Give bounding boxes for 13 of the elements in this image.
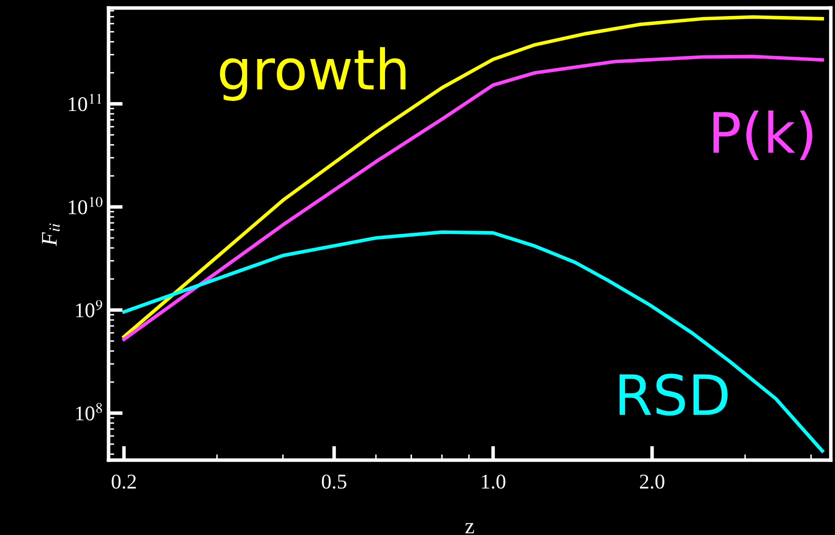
x-axis-title: z [465, 523, 474, 534]
x-tick-label: 0.5 [322, 474, 346, 489]
y-tick-label: 10$^{11}$ [68, 94, 102, 112]
x-tick-label: 1.0 [482, 474, 506, 489]
y-tick-label: 10$^{10}$ [68, 196, 102, 214]
x-tick-label: 0.2 [112, 474, 136, 489]
y-tick-label: 10$^{8}$ [76, 403, 102, 420]
series-label: growth [220, 47, 406, 101]
x-tick-label: 2.0 [640, 474, 664, 489]
series-label: P(k) [713, 110, 812, 160]
y-tick-label: 10$^{9}$ [76, 300, 102, 318]
series-label: RSD [620, 374, 728, 416]
y-axis-title: F$_{ii}$ [42, 223, 60, 246]
